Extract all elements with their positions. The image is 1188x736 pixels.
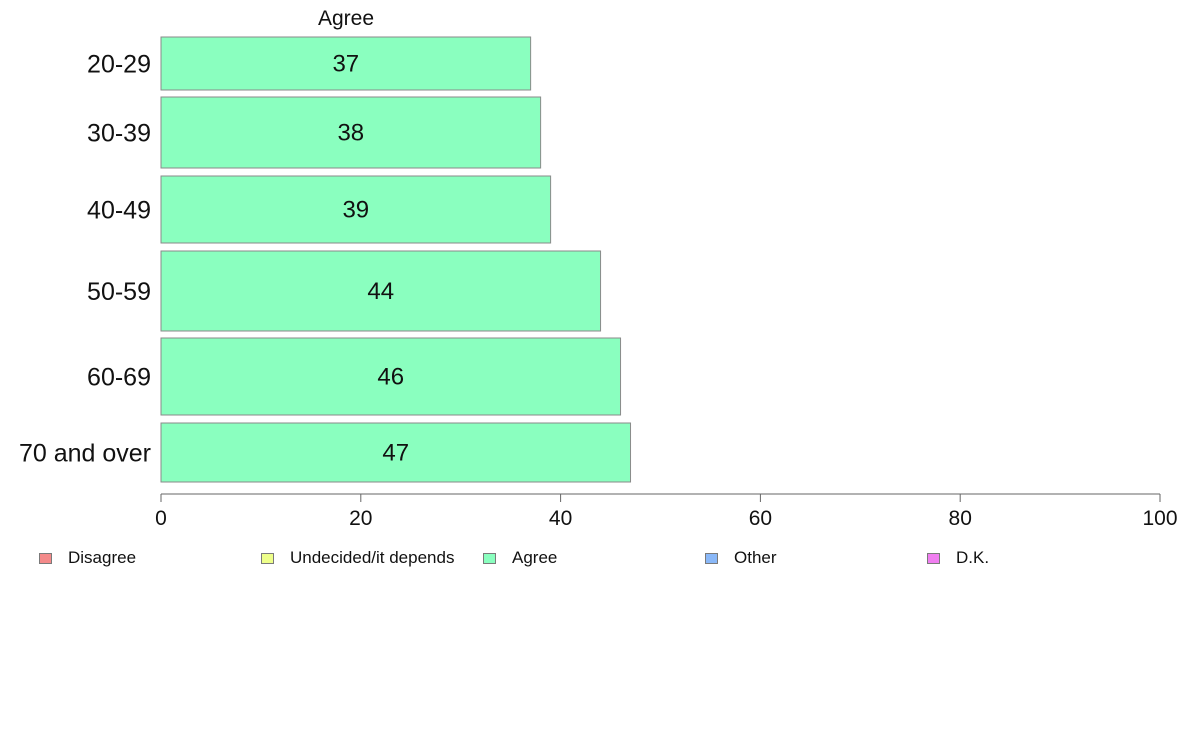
- legend-swatch: [705, 552, 718, 564]
- bar: [160, 250, 602, 332]
- legend-swatch: [261, 552, 274, 564]
- bar: [160, 96, 542, 169]
- legend-label: D.K.: [956, 548, 990, 567]
- bar-chart: Agree 37 38 39 44 46 47 20-29 30-39 40-49 50-59 6…: [19, 7, 1178, 530]
- x-tick-label: 20: [349, 507, 372, 530]
- legend-label: Other: [734, 548, 777, 567]
- bars-group: 37 38 39 44 46 47: [160, 36, 632, 483]
- bar: [160, 175, 552, 244]
- x-tick-label: 0: [155, 507, 167, 530]
- legend-label: Agree: [512, 548, 558, 567]
- bar-value-label: 46: [377, 364, 404, 391]
- legend-item: D.K.: [927, 548, 990, 567]
- bar-value-label: 39: [342, 197, 369, 224]
- legend-swatch: [927, 552, 940, 564]
- x-tick-label: 60: [749, 507, 772, 530]
- legend-item: Disagree: [39, 548, 137, 567]
- legend-label: Disagree: [68, 548, 137, 567]
- bar-value-label: 37: [332, 51, 359, 78]
- legend: Disagree Undecided/it depends Agree Other D.…: [0, 548, 1188, 569]
- x-tick-label: 100: [1142, 507, 1177, 530]
- bar-value-label: 44: [367, 278, 394, 305]
- category-label: 40-49: [87, 197, 151, 225]
- chart-title: Agree: [318, 7, 374, 30]
- legend-item: Agree: [483, 548, 558, 567]
- x-tick-label: 40: [549, 507, 572, 530]
- category-label: 30-39: [87, 120, 151, 148]
- legend-swatch: [483, 552, 496, 564]
- legend-item: Undecided/it depends: [261, 548, 455, 567]
- legend-swatch: [39, 552, 52, 564]
- bar-value-label: 38: [337, 120, 364, 147]
- category-label: 60-69: [87, 364, 151, 392]
- category-labels: 20-29 30-39 40-49 50-59 60-69 70 and over: [19, 51, 151, 468]
- category-label: 70 and over: [19, 440, 151, 468]
- x-tick-label: 80: [949, 507, 972, 530]
- bar-value-label: 47: [382, 440, 409, 467]
- x-axis: 0 20 40 60 80 100: [155, 493, 1178, 530]
- category-label: 50-59: [87, 278, 151, 306]
- bar: [160, 422, 632, 483]
- category-label: 20-29: [87, 51, 151, 79]
- bar: [160, 337, 622, 416]
- bar: [160, 36, 532, 91]
- legend-label: Undecided/it depends: [290, 548, 455, 567]
- legend-item: Other: [705, 548, 777, 567]
